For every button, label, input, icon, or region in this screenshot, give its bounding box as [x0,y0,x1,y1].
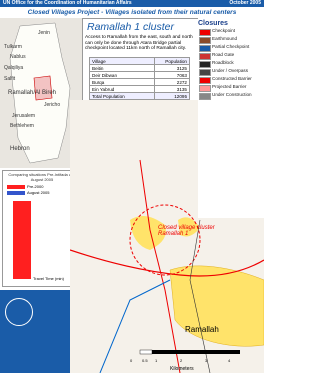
place-label: Bethlehem [10,123,34,129]
scale-label: 0.5 [142,358,148,363]
date: October 2005 [229,0,261,6]
legend-icon [199,68,211,76]
scale-label: 1 [155,358,158,363]
axis-label: Travel Time (min) [33,276,64,281]
table-cell: Population [154,57,190,65]
scale-label: 0 [130,358,133,363]
legend-text: Constructed Barrier [212,76,252,81]
header-bar [0,0,264,7]
legend-item: Roadblock [198,59,264,68]
legend-item: Constructed Barrier [198,75,264,84]
place-label: Salfit [4,76,16,82]
legend-text: Under Construction [212,92,252,97]
legend-icon [199,44,211,52]
table-row: Total Population 12095 [89,92,190,100]
main-map [70,100,264,373]
place-label: Hebron [10,146,30,152]
cluster-label: Closed village cluster Ramallah 1 [158,225,215,237]
place-label: Qalqiliya [4,65,24,71]
chart: Comparing situations Pre-Intifada and Au… [2,170,82,287]
table-row: Burqa 2272 [89,78,190,86]
legend-icon [199,76,211,84]
chart-title: Comparing situations Pre-Intifada and Au… [8,172,76,182]
subtitle: Closed Villages Project - Villages isola… [27,9,237,16]
legend-swatch [7,191,25,195]
table-cell: 7063 [154,71,190,79]
table-row: Village Population [89,57,190,65]
inset-map [0,18,82,168]
logo [5,298,33,326]
table-cell: 3125 [154,64,190,72]
legend-icon [199,52,211,60]
legend-label: Pre-2000 [27,184,44,189]
table-cell: Beitin [89,64,155,72]
legend-text: Under / Overpass [212,68,248,73]
legend-text: Road Gate [212,52,235,57]
place-label: Jerusalem [12,113,36,119]
place-label: Jenin [38,30,50,36]
table-row: Deir Dibwan 7063 [89,71,190,79]
panel-title: Ramallah 1 cluster [87,21,174,33]
place-label: Nablus [10,54,26,60]
place-label: Jericho [44,102,61,108]
legend-item: Projected Barrier [198,83,264,92]
legend-icon [199,84,211,92]
place-label: Ramallah/Al Bireh [8,90,57,96]
legend-icon [199,36,211,44]
page: UN Office for the Coordination of Humani… [0,0,264,373]
scale-unit: Kilometers [170,366,194,372]
scale-label: 2 [180,358,183,363]
panel-text: Access to Ramallah from the east, south … [85,35,193,52]
legend-icon [199,92,211,100]
legend-swatch [7,185,25,189]
city-label: Ramallah [185,325,219,334]
table-cell: Total Population [89,92,155,100]
table-cell: Burqa [89,78,155,86]
legend-item: Partial Checkpoint [198,43,264,52]
legend-item: Under Construction [198,91,264,100]
table-cell: Village [89,57,155,65]
table-row: Beitin 3125 [89,64,190,72]
legend-item: Under / Overpass [198,67,264,76]
legend-section: Closures [198,20,228,27]
population-table: Village Population Beitin 3125 Deir Dibwan 70… [89,57,190,100]
legend-text: Roadblock [212,60,234,65]
legend-item: Road Gate [198,51,264,60]
table-cell: 3135 [154,85,190,93]
legend-item: Checkpoint [198,27,264,36]
place-label: Tulkarm [4,44,22,50]
bar [13,201,31,279]
scale-label: 4 [228,358,231,363]
legend-icon [199,60,211,68]
legend-label: August 2005 [27,190,50,195]
table-cell: Deir Dibwan [89,71,155,79]
info-panel: Ramallah 1 cluster Access to Ramallah fr… [82,18,199,102]
legend-text: Earthmound [212,36,238,41]
table-cell: 2272 [154,78,190,86]
scale-label: 3 [205,358,208,363]
ocha-box [0,290,70,373]
table-cell: 12095 [154,92,190,100]
table-cell: Ein Yabrud [89,85,155,93]
legend-text: Checkpoint [212,28,235,33]
legend-text: Projected Barrier [212,84,247,89]
table-row: Ein Yabrud 3135 [89,85,190,93]
legend-item: Earthmound [198,35,264,44]
org: UN Office for the Coordination of Humani… [3,0,132,6]
legend-icon [199,28,211,36]
legend-text: Partial Checkpoint [212,44,250,49]
